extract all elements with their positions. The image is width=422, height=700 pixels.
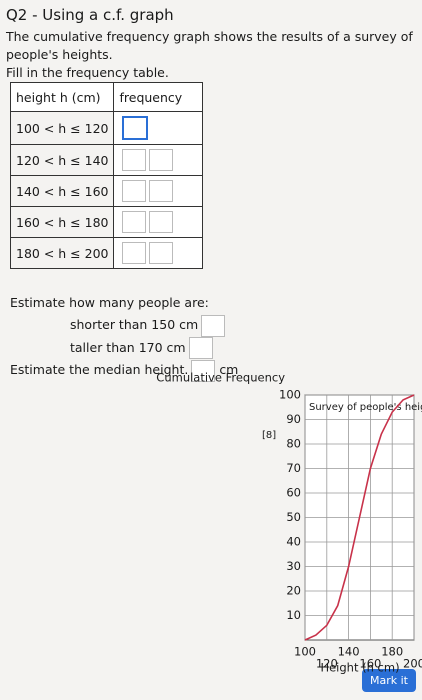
x-tick-label: 160 [359,657,381,671]
input[interactable] [191,359,216,382]
y-axis-label: Cumulative Frequency [156,371,285,385]
header-cell: frequency [113,82,204,112]
input-cell[interactable] [113,175,204,207]
item-text: taller than 170 cm [70,339,186,355]
header-cell: height h (cm) [9,82,115,112]
y-tick-label: 60 [286,486,301,500]
instruction: Fill in the frequency table. [6,65,169,80]
item: Estimate the median height. cm [10,359,300,382]
prompt: Estimate how many people are: [10,295,209,310]
x-axis-label: Height (h cm) [320,661,399,675]
mark-button[interactable]: Mark it [362,669,416,692]
y-tick-label: 30 [286,559,301,573]
x-tick-label: 200 [403,657,422,671]
y-tick-label: 40 [286,535,301,549]
y-tick-label: 20 [286,584,301,598]
title: Q2 - Using a c.f. graph [6,6,174,24]
row-label: 160 < h ≤ 180 [9,206,115,238]
row-label: 180 < h ≤ 200 [9,237,115,269]
item: taller than 170 cm [10,337,300,359]
row-label: 120 < h ≤ 140 [9,144,115,176]
row-label: 100 < h ≤ 120 [9,111,115,145]
y-tick-label: 50 [286,510,301,524]
input[interactable] [201,314,226,337]
annotation: Survey of people's heights [309,402,422,413]
x-tick-label: 140 [338,645,360,659]
item-text: shorter than 150 cm [70,317,199,332]
frequency-table: height h (cm) frequency 100 < h ≤ 120 120… [9,82,204,269]
input[interactable] [188,337,213,359]
item-text: Estimate the median height. [10,362,189,377]
input-cell[interactable] [113,144,204,176]
x-tick-label: 100 [294,645,316,659]
estimates: Estimate how many people are: shorter th… [10,292,300,382]
input-cell[interactable] [113,206,204,238]
instructions: The cumulative frequency graph shows the… [6,28,416,82]
marks: [8] [262,430,277,441]
item: shorter than 150 cm [10,314,300,337]
x-tick-label: 120 [316,657,338,671]
input-cell[interactable] [113,237,204,269]
y-tick-label: 10 [286,608,301,622]
instruction: The cumulative frequency graph shows the… [6,29,413,62]
y-tick-label: 70 [286,461,301,475]
line [304,394,415,641]
unit: cm [219,362,239,377]
y-tick-label: 80 [286,437,301,451]
y-tick-label: 90 [286,412,301,426]
row-label: 140 < h ≤ 160 [9,175,115,207]
input-cell[interactable] [113,111,204,145]
x-tick-label: 180 [381,645,403,659]
y-tick-label: 100 [279,388,301,402]
